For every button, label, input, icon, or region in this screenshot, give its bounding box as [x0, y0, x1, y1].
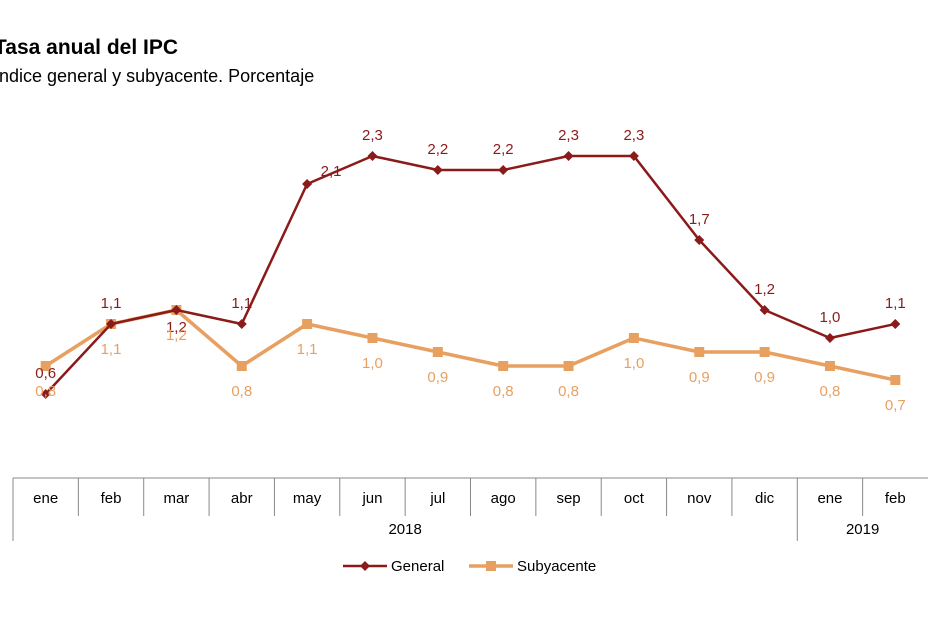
point-subyacente	[498, 361, 509, 371]
point-subyacente	[563, 361, 574, 371]
point-general	[106, 319, 117, 329]
point-general	[498, 165, 509, 175]
data-label-general: 1,1	[231, 295, 252, 312]
tick-label: ene	[33, 490, 58, 507]
data-label-subyacente: 0,8	[231, 383, 252, 400]
point-general	[694, 235, 705, 245]
category-axis: ene feb mar abr may jun jul ago sep oct nov dic ene f…	[12, 477, 928, 541]
tick-label: oct	[624, 490, 645, 507]
data-labels: 0,6 1,1 1,2 1,1 2,1 2,3 2,2 2,2 2,3 2,3 1,7 1,2 1,0 1…	[35, 127, 906, 414]
data-label-subyacente: 1,1	[101, 341, 122, 358]
data-label-general: 1,2	[754, 281, 775, 298]
data-label-general: 1,0	[820, 309, 841, 326]
tick-label: sep	[556, 490, 580, 507]
legend-marker-general	[360, 561, 370, 571]
series-layer	[40, 151, 901, 399]
tick-label: abr	[231, 490, 253, 507]
tick-label: feb	[101, 490, 122, 507]
data-label-general: 2,3	[362, 127, 383, 144]
data-label-general: 2,2	[427, 141, 448, 158]
tick-label: mar	[163, 490, 189, 507]
data-label-subyacente: 0,8	[493, 383, 514, 400]
data-label-general: 2,2	[493, 141, 514, 158]
point-general	[759, 305, 770, 315]
point-subyacente	[759, 347, 770, 357]
point-subyacente	[628, 333, 639, 343]
point-subyacente	[694, 347, 705, 357]
data-label-subyacente: 0,8	[35, 383, 56, 400]
data-label-general: 1,7	[689, 211, 710, 228]
point-general	[367, 151, 378, 161]
data-label-subyacente: 1,1	[297, 341, 318, 358]
point-subyacente	[236, 361, 247, 371]
data-label-subyacente: 0,9	[754, 369, 775, 386]
tick-label: ago	[491, 490, 516, 507]
data-label-general: 1,1	[885, 295, 906, 312]
tick-label: ene	[817, 490, 842, 507]
point-general	[236, 319, 247, 329]
point-subyacente	[302, 319, 313, 329]
legend-label-general: General	[391, 558, 444, 575]
data-label-subyacente: 1,0	[362, 355, 383, 372]
data-label-general: 1,2	[166, 319, 187, 336]
tick-label: dic	[755, 490, 775, 507]
legend: General Subyacente	[343, 558, 596, 575]
legend-label-subyacente: Subyacente	[517, 558, 596, 575]
data-label-subyacente: 0,8	[820, 383, 841, 400]
data-label-general: 1,1	[101, 295, 122, 312]
point-subyacente	[824, 361, 835, 371]
data-label-subyacente: 1,0	[623, 355, 644, 372]
data-label-subyacente: 0,7	[885, 397, 906, 414]
point-general	[890, 319, 901, 329]
data-label-subyacente: 0,8	[558, 383, 579, 400]
year-label: 2018	[388, 521, 421, 538]
legend-marker-subyacente	[486, 561, 496, 571]
point-general	[171, 305, 182, 315]
point-general	[40, 389, 51, 399]
data-label-subyacente: 0,9	[689, 369, 710, 386]
point-general	[824, 333, 835, 343]
series-line-subyacente	[44, 308, 896, 382]
tick-label: nov	[687, 490, 712, 507]
point-general	[432, 165, 443, 175]
point-subyacente	[890, 375, 901, 385]
point-general	[302, 179, 313, 189]
point-general	[563, 151, 574, 161]
tick-label: feb	[885, 490, 906, 507]
data-label-general: 2,3	[623, 127, 644, 144]
tick-label: may	[293, 490, 322, 507]
tick-label: jun	[361, 490, 382, 507]
point-subyacente	[367, 333, 378, 343]
chart-subtitle: Índice general y subyacente. Porcentaje	[0, 66, 315, 86]
chart-title: Tasa anual del IPC	[0, 36, 179, 59]
point-general	[628, 151, 639, 161]
point-subyacente	[40, 361, 51, 371]
data-label-subyacente: 0,9	[427, 369, 448, 386]
year-label: 2019	[846, 521, 879, 538]
data-label-general: 0,6	[35, 365, 56, 382]
data-label-general: 2,3	[558, 127, 579, 144]
point-subyacente	[432, 347, 443, 357]
series-line-general	[44, 154, 896, 395]
tick-label: jul	[429, 490, 445, 507]
data-label-subyacente: 1,2	[166, 327, 187, 344]
data-label-general: 2,1	[321, 163, 342, 180]
